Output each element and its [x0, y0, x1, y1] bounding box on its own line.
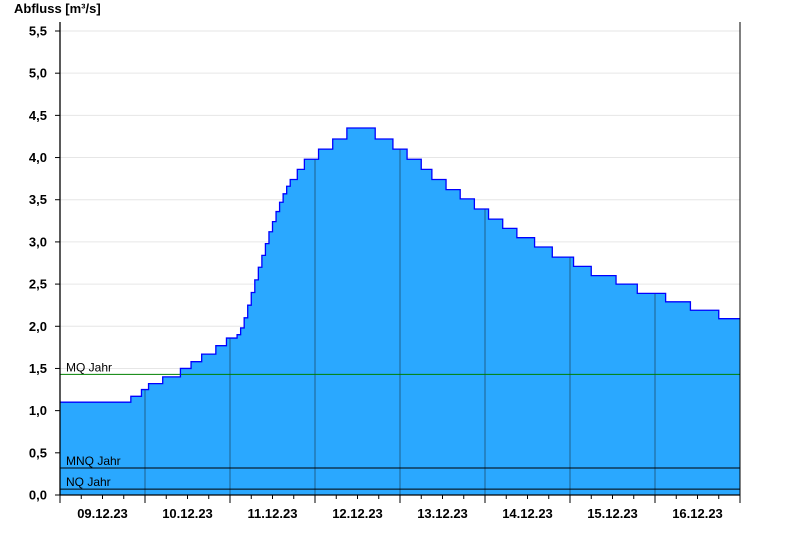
y-tick-label: 3,0	[29, 234, 47, 249]
x-tick-label: 16.12.23	[672, 506, 723, 521]
y-tick-label: 2,0	[29, 319, 47, 334]
y-tick-label: 1,5	[29, 361, 47, 376]
y-axis-title: Abfluss [m³/s]	[14, 1, 101, 16]
y-tick-label: 1,0	[29, 403, 47, 418]
y-tick-label: 0,0	[29, 488, 47, 503]
y-tick-label: 3,5	[29, 192, 47, 207]
x-tick-label: 11.12.23	[248, 506, 298, 521]
x-tick-label: 15.12.23	[587, 506, 638, 521]
x-tick-label: 09.12.23	[77, 506, 128, 521]
y-tick-label: 5,0	[29, 66, 47, 81]
y-tick-label: 4,5	[29, 108, 47, 123]
y-tick-label: 2,5	[29, 277, 47, 292]
y-tick-label: 4,0	[29, 150, 47, 165]
x-tick-label: 10.12.23	[162, 506, 213, 521]
x-tick-label: 14.12.23	[502, 506, 553, 521]
discharge-line	[60, 127, 740, 403]
reference-line-label: MQ Jahr	[66, 360, 112, 374]
reference-line-label: NQ Jahr	[66, 475, 111, 489]
y-tick-label: 0,5	[29, 445, 47, 460]
y-tick-label: 5,5	[29, 24, 47, 39]
reference-line-label: MNQ Jahr	[66, 454, 121, 468]
x-tick-label: 12.12.23	[332, 506, 383, 521]
x-tick-label: 13.12.23	[417, 506, 468, 521]
